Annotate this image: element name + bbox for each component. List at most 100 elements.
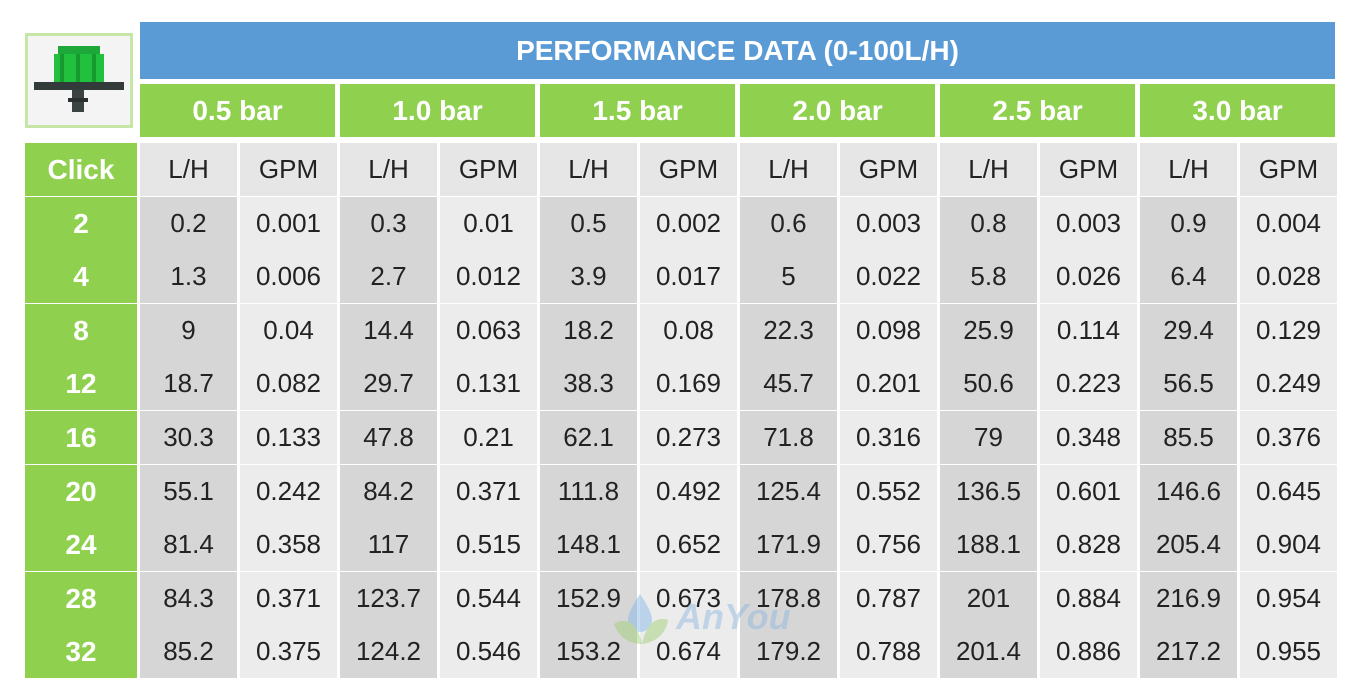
unit-header-gpm: GPM	[1040, 143, 1137, 196]
cell-lh: 84.2	[340, 465, 437, 518]
cell-gpm: 0.002	[640, 197, 737, 250]
product-image	[25, 33, 133, 128]
cell-lh: 14.4	[340, 304, 437, 357]
cell-gpm: 0.673	[640, 572, 737, 625]
cell-gpm: 0.026	[1040, 250, 1137, 303]
cell-gpm: 0.114	[1040, 304, 1137, 357]
cell-gpm: 0.04	[240, 304, 337, 357]
cell-gpm: 0.249	[1240, 357, 1337, 410]
cell-gpm: 0.201	[840, 357, 937, 410]
cell-gpm: 0.652	[640, 518, 737, 571]
unit-header-gpm: GPM	[240, 143, 337, 196]
click-value: 8	[25, 304, 137, 357]
unit-header-lh: L/H	[1140, 143, 1237, 196]
cell-lh: 179.2	[740, 625, 837, 678]
cell-lh: 0.9	[1140, 197, 1237, 250]
cell-lh: 0.3	[340, 197, 437, 250]
cell-lh: 153.2	[540, 625, 637, 678]
unit-header-gpm: GPM	[840, 143, 937, 196]
cell-lh: 2.7	[340, 250, 437, 303]
click-value: 4	[25, 250, 137, 303]
cell-gpm: 0.371	[240, 572, 337, 625]
cell-lh: 216.9	[1140, 572, 1237, 625]
click-value: 32	[25, 625, 137, 678]
cell-lh: 5	[740, 250, 837, 303]
cell-lh: 50.6	[940, 357, 1037, 410]
cell-gpm: 0.954	[1240, 572, 1337, 625]
unit-header-gpm: GPM	[1240, 143, 1337, 196]
cell-lh: 55.1	[140, 465, 237, 518]
cell-gpm: 0.546	[440, 625, 537, 678]
pressure-header: 1.0 bar	[340, 84, 535, 137]
cell-lh: 123.7	[340, 572, 437, 625]
cell-lh: 0.8	[940, 197, 1037, 250]
cell-lh: 0.6	[740, 197, 837, 250]
cell-gpm: 0.515	[440, 518, 537, 571]
cell-gpm: 0.601	[1040, 465, 1137, 518]
cell-lh: 0.2	[140, 197, 237, 250]
cell-gpm: 0.08	[640, 304, 737, 357]
cell-gpm: 0.375	[240, 625, 337, 678]
click-value: 24	[25, 518, 137, 571]
click-value: 28	[25, 572, 137, 625]
cell-lh: 18.2	[540, 304, 637, 357]
cell-gpm: 0.828	[1040, 518, 1137, 571]
cell-lh: 111.8	[540, 465, 637, 518]
cell-lh: 85.5	[1140, 411, 1237, 464]
cell-gpm: 0.063	[440, 304, 537, 357]
cell-gpm: 0.223	[1040, 357, 1137, 410]
cell-gpm: 0.01	[440, 197, 537, 250]
cell-lh: 201	[940, 572, 1037, 625]
cell-gpm: 0.129	[1240, 304, 1337, 357]
cell-gpm: 0.552	[840, 465, 937, 518]
cell-lh: 171.9	[740, 518, 837, 571]
drip-emitter-icon	[34, 46, 124, 112]
cell-gpm: 0.955	[1240, 625, 1337, 678]
cell-gpm: 0.082	[240, 357, 337, 410]
cell-gpm: 0.544	[440, 572, 537, 625]
pressure-header: 2.0 bar	[740, 84, 935, 137]
cell-gpm: 0.242	[240, 465, 337, 518]
cell-lh: 0.5	[540, 197, 637, 250]
cell-gpm: 0.788	[840, 625, 937, 678]
cell-lh: 1.3	[140, 250, 237, 303]
cell-lh: 205.4	[1140, 518, 1237, 571]
cell-gpm: 0.022	[840, 250, 937, 303]
cell-lh: 125.4	[740, 465, 837, 518]
cell-lh: 146.6	[1140, 465, 1237, 518]
cell-gpm: 0.003	[840, 197, 937, 250]
unit-header-lh: L/H	[340, 143, 437, 196]
cell-lh: 29.4	[1140, 304, 1237, 357]
pressure-header: 3.0 bar	[1140, 84, 1335, 137]
cell-lh: 47.8	[340, 411, 437, 464]
cell-gpm: 0.169	[640, 357, 737, 410]
cell-gpm: 0.012	[440, 250, 537, 303]
cell-lh: 18.7	[140, 357, 237, 410]
cell-gpm: 0.886	[1040, 625, 1137, 678]
cell-gpm: 0.028	[1240, 250, 1337, 303]
cell-gpm: 0.674	[640, 625, 737, 678]
cell-gpm: 0.098	[840, 304, 937, 357]
unit-header-lh: L/H	[540, 143, 637, 196]
cell-lh: 38.3	[540, 357, 637, 410]
click-value: 16	[25, 411, 137, 464]
cell-lh: 117	[340, 518, 437, 571]
cell-lh: 9	[140, 304, 237, 357]
cell-lh: 178.8	[740, 572, 837, 625]
unit-header-lh: L/H	[740, 143, 837, 196]
cell-lh: 85.2	[140, 625, 237, 678]
cell-gpm: 0.001	[240, 197, 337, 250]
cell-gpm: 0.131	[440, 357, 537, 410]
unit-header-lh: L/H	[140, 143, 237, 196]
cell-lh: 152.9	[540, 572, 637, 625]
cell-gpm: 0.371	[440, 465, 537, 518]
cell-lh: 84.3	[140, 572, 237, 625]
click-value: 20	[25, 465, 137, 518]
cell-lh: 3.9	[540, 250, 637, 303]
cell-gpm: 0.003	[1040, 197, 1137, 250]
cell-gpm: 0.273	[640, 411, 737, 464]
cell-gpm: 0.21	[440, 411, 537, 464]
click-header: Click	[25, 143, 137, 196]
cell-lh: 56.5	[1140, 357, 1237, 410]
cell-gpm: 0.358	[240, 518, 337, 571]
